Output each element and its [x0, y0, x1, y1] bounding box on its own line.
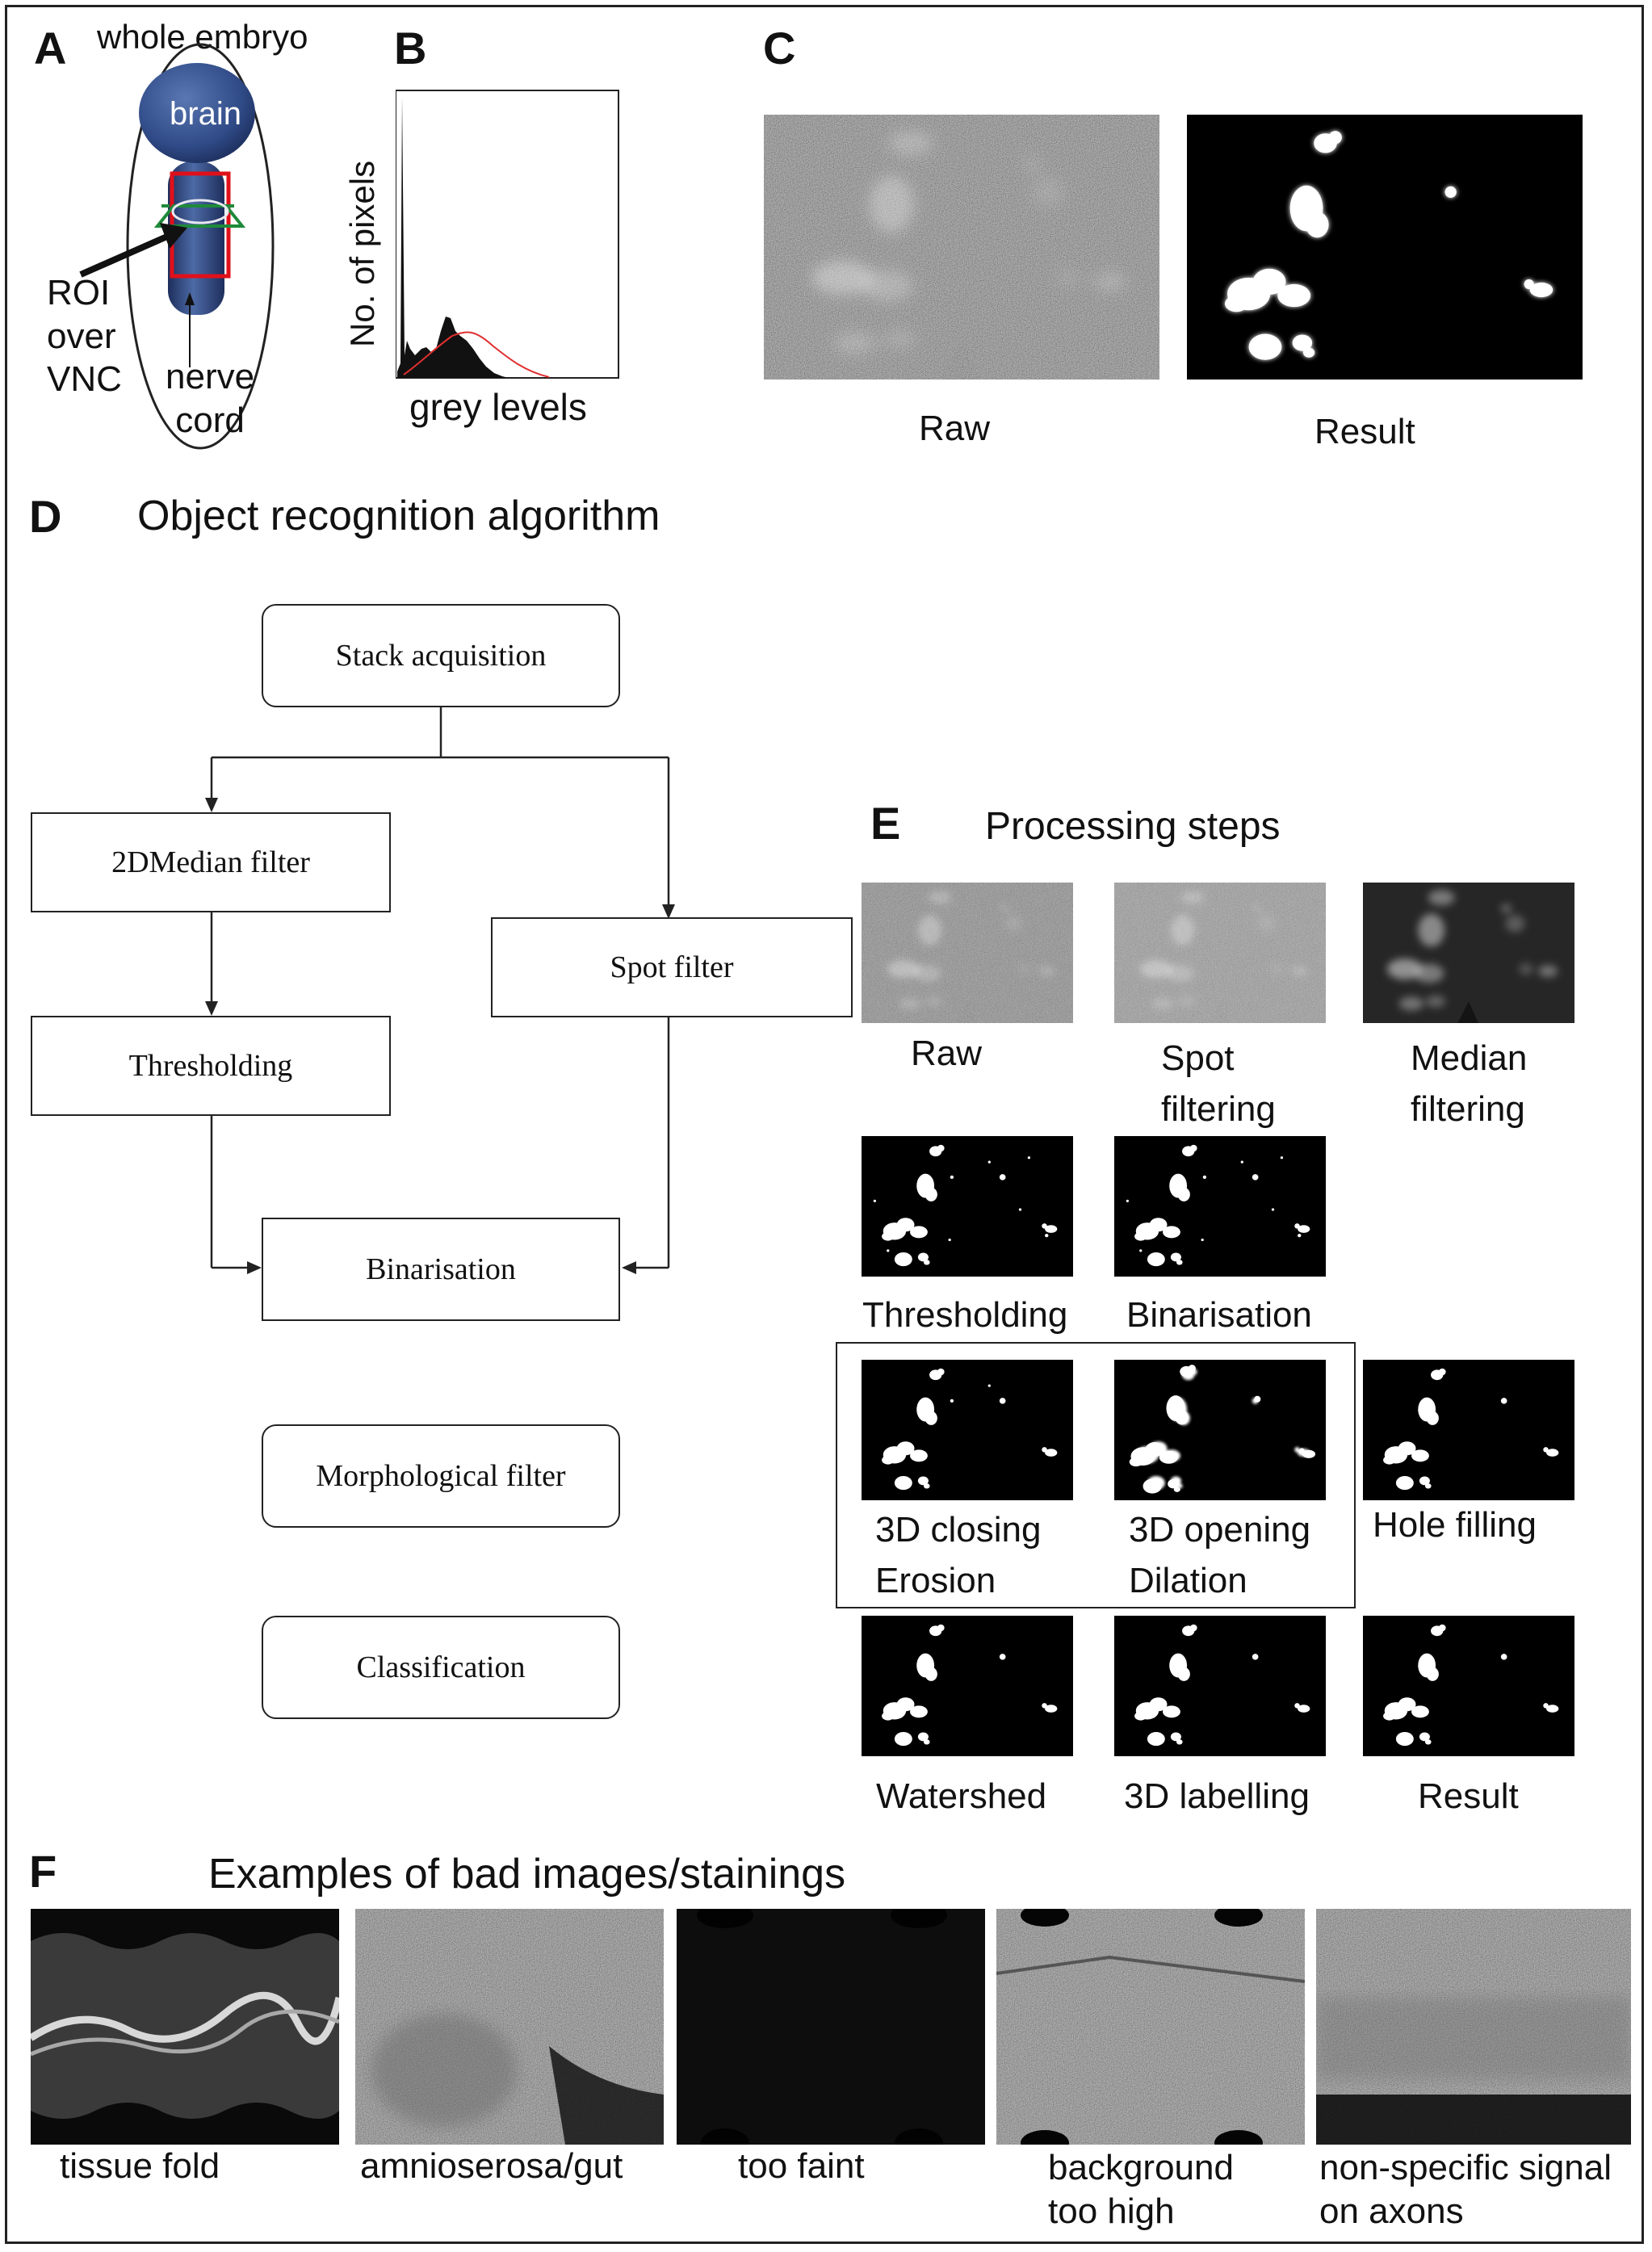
panel-f-label: F	[29, 1846, 57, 1897]
e-hole-filling-image	[1363, 1360, 1574, 1500]
e-labelling-label: 3D labelling	[1124, 1776, 1310, 1816]
f-too-faint-label: too faint	[738, 2146, 865, 2186]
e-spot-image	[1114, 883, 1326, 1023]
e-watershed-image	[862, 1616, 1073, 1756]
embryo-outline	[126, 43, 275, 450]
histogram-fit	[403, 331, 550, 378]
panel-b-label: B	[394, 23, 427, 73]
e-median-label: Median filtering	[1411, 1038, 1528, 1129]
e-opening-image	[1114, 1360, 1326, 1500]
morph-group-box	[836, 1342, 1356, 1608]
step-morphological-filter: Morphological filter	[262, 1424, 620, 1528]
panel-d-title: Object recognition algorithm	[137, 493, 660, 539]
roi-label: ROI over VNC	[47, 273, 122, 400]
e-labelling-image	[1114, 1616, 1326, 1756]
c-result-image	[1187, 115, 1583, 380]
panel-a-label: A	[34, 23, 67, 73]
f-tissue-fold-label: tissue fold	[60, 2146, 220, 2186]
step-spot-filter: Spot filter	[491, 917, 853, 1017]
f-nonspecific-label: non-specific signal on axons	[1319, 2148, 1612, 2232]
step-classification: Classification	[262, 1616, 620, 1719]
brain-label: brain	[170, 96, 241, 132]
step-stack-acquisition: Stack acquisition	[262, 604, 620, 707]
f-amnioserosa-label: amnioserosa/gut	[360, 2146, 623, 2186]
e-binarisation-image	[1114, 1136, 1326, 1277]
step-median-filter: 2DMedian filter	[31, 812, 391, 912]
e-closing-image	[862, 1360, 1073, 1500]
e-thresholding-label: Thresholding	[862, 1295, 1068, 1335]
e-opening-label: 3D opening Dilation	[1129, 1510, 1311, 1600]
nerve-cord-label: nerve cord	[166, 357, 255, 440]
panel-e-label: E	[870, 798, 901, 849]
flowchart-connectors	[205, 707, 675, 1274]
panel-a-title: whole embryo	[97, 18, 308, 56]
c-raw-label: Raw	[919, 409, 991, 448]
step-binarisation: Binarisation	[262, 1218, 620, 1321]
f-nonspecific-image	[1316, 1909, 1631, 2145]
histogram-axes	[396, 90, 619, 379]
e-median-image	[1363, 883, 1574, 1023]
e-closing-label: 3D closing Erosion	[875, 1510, 1042, 1600]
e-raw-image	[862, 883, 1073, 1023]
step-thresholding: Thresholding	[31, 1016, 391, 1116]
e-threshold-image	[862, 1136, 1073, 1277]
roi-arrow	[79, 229, 178, 278]
f-background-label: background too high	[1048, 2148, 1234, 2232]
histogram-plot	[396, 90, 619, 379]
e-result-label: Result	[1418, 1776, 1519, 1816]
e-result-image	[1363, 1616, 1574, 1756]
embryo-diagram	[79, 43, 275, 450]
brain-shape	[139, 63, 255, 163]
e-watershed-label: Watershed	[876, 1776, 1047, 1816]
e-spot-label: Spot filtering	[1161, 1038, 1276, 1129]
roi-ellipse	[171, 199, 229, 224]
histogram-bars	[397, 97, 509, 378]
f-tissue-fold-image	[31, 1909, 339, 2145]
figure-frame	[5, 5, 1644, 2244]
e-hole-filling-label: Hole filling	[1373, 1505, 1537, 1545]
panel-f-title: Examples of bad images/stainings	[208, 1851, 846, 1898]
f-amnioserosa-image	[355, 1909, 664, 2145]
f-background-high-image	[996, 1909, 1305, 2145]
panel-c-label: C	[763, 23, 796, 73]
panel-e-title: Processing steps	[985, 805, 1281, 848]
roi-trapezoid	[153, 204, 246, 228]
panel-d-label: D	[29, 491, 62, 542]
f-too-faint-image	[677, 1909, 985, 2145]
histogram-xlabel: grey levels	[409, 386, 587, 428]
e-raw-label: Raw	[911, 1034, 983, 1073]
c-result-label: Result	[1314, 412, 1415, 451]
e-binarisation-label: Binarisation	[1126, 1295, 1312, 1335]
